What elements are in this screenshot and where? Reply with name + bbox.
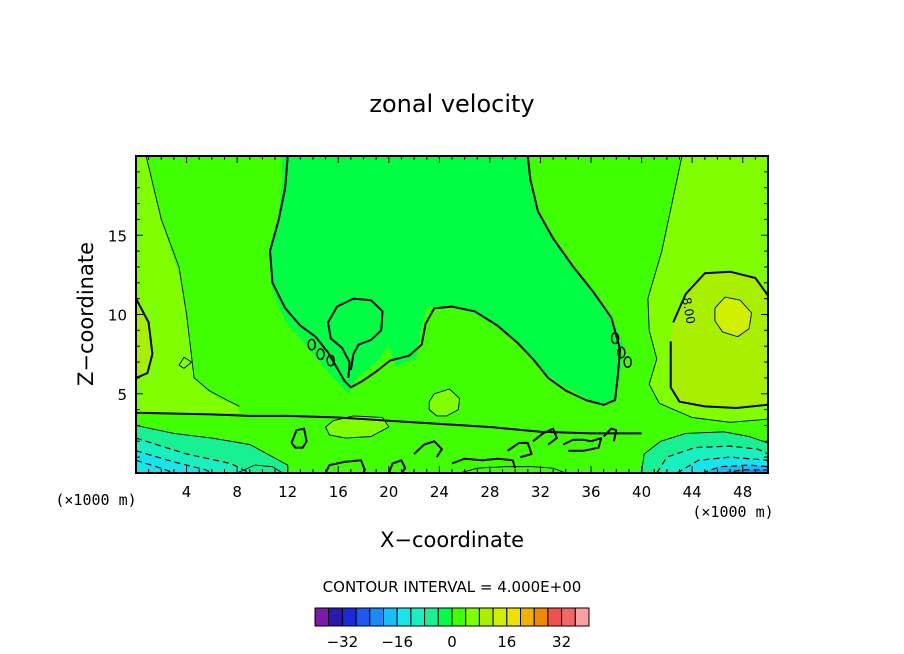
contour-line <box>136 450 213 473</box>
fill-region <box>388 156 623 405</box>
colorbar-swatch <box>561 607 576 627</box>
contour-line <box>428 388 461 417</box>
colorbar-swatch <box>355 607 371 627</box>
contour-line <box>324 459 366 473</box>
x-tick-label: 40 <box>632 483 651 501</box>
colorbar-swatch <box>506 607 521 627</box>
colorbar-swatch <box>396 607 412 627</box>
colorbar-swatch <box>314 607 330 627</box>
contour-line <box>136 411 642 435</box>
contour-line <box>269 156 622 406</box>
x-tick-label: 48 <box>733 483 752 501</box>
contour-line <box>647 156 768 423</box>
fill-region <box>325 415 389 439</box>
fill-region <box>714 297 752 337</box>
contour-line <box>236 464 283 473</box>
contour-label-mark <box>316 348 325 361</box>
contour-line <box>413 440 443 458</box>
y-axis-label: Z−coordinate <box>74 242 98 386</box>
y-tick-label: 10 <box>108 307 127 325</box>
colorbar-swatch <box>328 607 343 627</box>
x-tick-label: 20 <box>379 483 398 501</box>
colorbar-swatch <box>492 607 508 627</box>
fill-region <box>136 298 153 378</box>
colorbar-swatch <box>451 607 467 627</box>
x-tick-label: 16 <box>329 483 348 501</box>
contour-label-mark <box>307 338 316 351</box>
colorbar: −32 −16 0 16 32 <box>314 607 590 651</box>
x-tick-label: 4 <box>182 483 192 501</box>
y-tick-label: 15 <box>108 227 127 245</box>
colorbar-swatch <box>383 607 398 627</box>
chart-title: zonal velocity <box>369 90 534 118</box>
contour-line <box>532 427 558 446</box>
contour-line <box>290 427 308 449</box>
colorbar-swatch <box>478 607 494 627</box>
colorbar-swatch <box>369 607 384 627</box>
fill-region <box>136 156 642 473</box>
y-tick-label: 5 <box>117 386 127 404</box>
colorbar-swatch <box>410 607 426 627</box>
contour-line <box>669 341 768 409</box>
colorbar-swatch <box>533 607 549 627</box>
contour-line <box>451 457 517 469</box>
colorbar-tick-label: 0 <box>447 633 457 651</box>
colorbar-swatch <box>424 607 439 627</box>
contour-line <box>702 464 768 473</box>
x-tick-label: 24 <box>430 483 449 501</box>
x-axis-right-unit: (×1000 m) <box>692 503 773 521</box>
contour-line <box>178 356 193 369</box>
contour-label-mark <box>617 346 626 359</box>
contour-line <box>136 298 154 379</box>
contour-line <box>676 456 768 473</box>
colorbar-tick-label: −32 <box>327 633 359 651</box>
contour-label-marks: 8.00 <box>307 296 698 369</box>
x-tick-label: 28 <box>480 483 499 501</box>
fill-region <box>270 156 389 394</box>
fill-region <box>429 389 460 416</box>
x-tick-label: 8 <box>232 483 242 501</box>
x-tick-label: 32 <box>531 483 550 501</box>
contour-line <box>714 296 753 338</box>
fill-region <box>136 450 212 473</box>
contour-label-mark <box>610 332 620 345</box>
x-tick-label: 36 <box>581 483 600 501</box>
contour-line <box>459 466 566 473</box>
x-tick-label: 44 <box>683 483 702 501</box>
contour-line <box>641 431 768 473</box>
contour-interval-text: CONTOUR INTERVAL = 4.000E+00 <box>323 578 582 596</box>
colorbar-swatch <box>520 607 535 627</box>
contour-line <box>145 156 240 407</box>
colorbar-tick-label: −16 <box>381 633 413 651</box>
contour-line <box>656 445 768 473</box>
colorbar-swatch <box>437 607 453 627</box>
contour-line <box>325 415 390 439</box>
colorbar-swatch <box>341 607 357 627</box>
colorbar-tick-label: 32 <box>552 633 571 651</box>
contour-line <box>327 297 384 378</box>
x-axis-left-unit: (×1000 m) <box>55 491 136 509</box>
contour-label-mark <box>326 354 335 367</box>
contour-line <box>507 441 533 459</box>
contour-line <box>602 427 618 442</box>
x-axis-label: X−coordinate <box>380 528 524 552</box>
contour-label-mark <box>623 356 632 369</box>
contour-line <box>387 459 407 473</box>
colorbar-tick-label: 16 <box>497 633 516 651</box>
contour-line <box>136 459 175 473</box>
contour-line <box>136 437 251 473</box>
fill-region <box>136 156 240 415</box>
contour-value-label: 8.00 <box>679 296 697 325</box>
contour-line <box>562 437 603 452</box>
colorbar-swatch <box>574 607 590 627</box>
contour-line <box>672 270 768 323</box>
colorbar-swatch <box>547 607 563 627</box>
velocity-fill <box>136 156 768 473</box>
x-tick-label: 12 <box>278 483 297 501</box>
colorbar-swatch <box>465 607 480 627</box>
